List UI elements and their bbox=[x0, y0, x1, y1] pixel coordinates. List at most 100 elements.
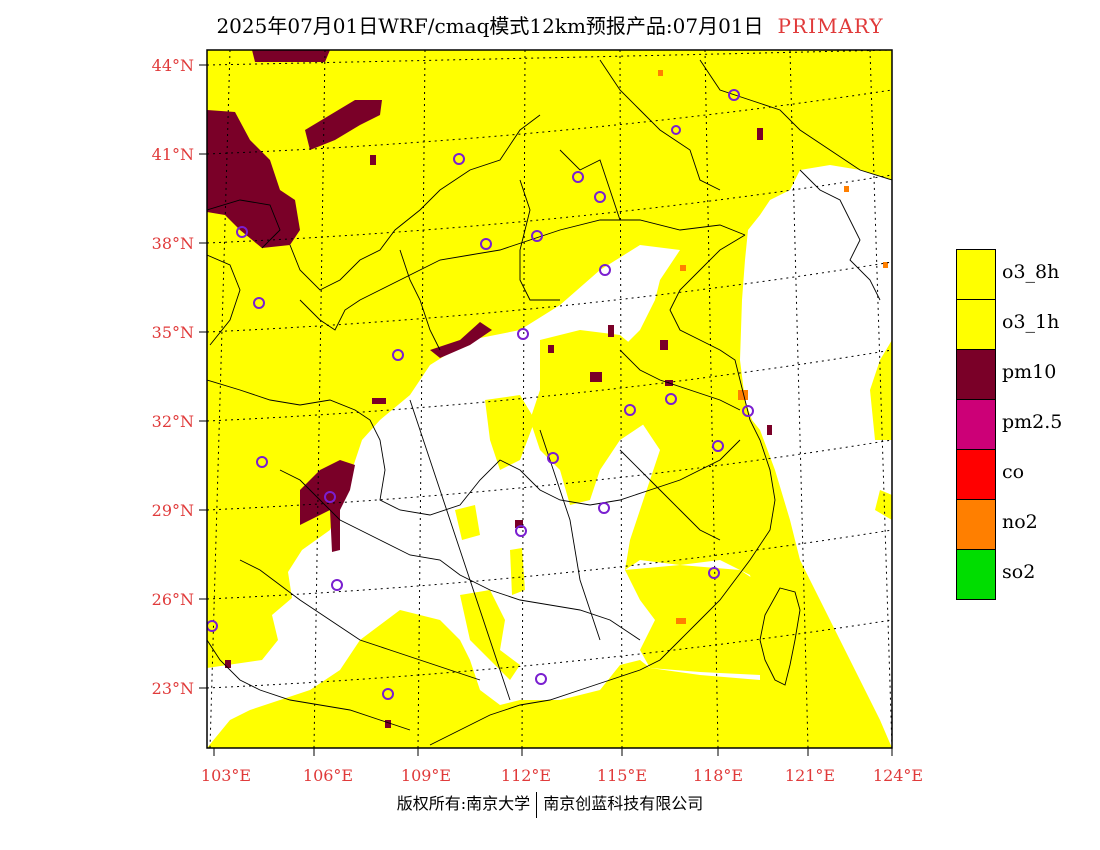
station-marker bbox=[598, 502, 610, 514]
station-marker bbox=[547, 452, 559, 464]
graticule bbox=[207, 50, 892, 748]
boundary-line bbox=[239, 559, 481, 681]
boundary-line bbox=[519, 179, 560, 301]
o3-patch-west bbox=[455, 505, 480, 540]
lat-line-29 bbox=[207, 439, 892, 511]
boundary-line bbox=[207, 379, 741, 516]
lat-label-29: 29°N bbox=[152, 501, 194, 520]
lat-line-38 bbox=[207, 174, 892, 244]
lat-line-32 bbox=[207, 349, 892, 422]
pm10-region-sichuan bbox=[300, 460, 355, 552]
lat-label-44: 44°N bbox=[152, 56, 194, 75]
station-marker bbox=[712, 440, 724, 452]
boundary-line bbox=[207, 254, 241, 346]
legend-swatch bbox=[956, 399, 996, 450]
lon-label-118: 118°E bbox=[693, 766, 743, 785]
o3-patch-south bbox=[625, 565, 770, 675]
legend-label: no2 bbox=[1002, 511, 1038, 533]
taiwan-outline bbox=[759, 587, 801, 686]
lat-line-41 bbox=[207, 89, 892, 155]
title-main: 2025年07月01日WRF/cmaq模式12km预报产品:07月01日 bbox=[216, 14, 764, 38]
legend-label: pm2.5 bbox=[1002, 411, 1063, 433]
pm10-spot bbox=[225, 660, 231, 668]
lat-line-23 bbox=[207, 619, 892, 689]
pm10-region-north bbox=[305, 100, 382, 150]
no2-spot bbox=[883, 262, 888, 268]
pm10-spot bbox=[370, 155, 376, 165]
station-marker bbox=[331, 579, 343, 591]
lat-label-38: 38°N bbox=[152, 234, 194, 253]
pm10-spot bbox=[608, 325, 614, 337]
station-marker bbox=[708, 567, 720, 579]
clean-region-east bbox=[740, 165, 892, 748]
station-marker bbox=[665, 393, 677, 405]
lon-line-106 bbox=[313, 50, 326, 748]
legend-label: co bbox=[1002, 461, 1025, 483]
pm10-region-central bbox=[430, 322, 492, 358]
lon-line-112 bbox=[521, 50, 526, 748]
footer-separator bbox=[536, 791, 538, 818]
lat-label-32: 32°N bbox=[152, 412, 194, 431]
lat-label-26: 26°N bbox=[152, 590, 194, 609]
lat-line-44 bbox=[207, 50, 892, 66]
station-marker bbox=[572, 171, 584, 183]
lat-label-41: 41°N bbox=[152, 145, 194, 164]
station-marker bbox=[392, 349, 404, 361]
map-fill-layer bbox=[207, 50, 892, 748]
o3-patch-mid bbox=[485, 395, 535, 470]
station-marker bbox=[624, 404, 636, 416]
no2-spot bbox=[676, 618, 686, 624]
pm10-spot bbox=[660, 340, 668, 350]
map-title: 2025年07月01日WRF/cmaq模式12km预报产品:07月01日 PRIM… bbox=[0, 10, 1100, 39]
no2-spot bbox=[844, 186, 849, 192]
legend-label: pm10 bbox=[1002, 361, 1057, 383]
station-marker bbox=[517, 328, 529, 340]
axis-ticks bbox=[199, 64, 893, 756]
lon-label-109: 109°E bbox=[401, 766, 451, 785]
o3-patch-central bbox=[530, 330, 660, 505]
station-marker bbox=[531, 230, 543, 242]
footer-left: 版权所有:南京大学 bbox=[396, 794, 531, 813]
station-marker bbox=[480, 238, 492, 250]
station-marker bbox=[671, 125, 681, 135]
no2-spot bbox=[738, 390, 748, 400]
boundary-line bbox=[289, 114, 541, 291]
boundary-line bbox=[279, 469, 641, 641]
lon-line-115 bbox=[619, 50, 623, 748]
clean-region bbox=[207, 245, 760, 748]
lon-label-106: 106°E bbox=[303, 766, 353, 785]
station-marker bbox=[382, 688, 394, 700]
boundary-line bbox=[429, 234, 776, 746]
lon-label-103: 103°E bbox=[201, 766, 251, 785]
lon-line-109 bbox=[417, 50, 426, 748]
lon-line-103 bbox=[209, 50, 231, 748]
no2-spot bbox=[680, 265, 686, 271]
lon-label-115: 115°E bbox=[597, 766, 647, 785]
legend-label: o3_1h bbox=[1002, 311, 1060, 333]
lon-line-124 bbox=[869, 50, 892, 748]
lat-line-35 bbox=[207, 261, 892, 333]
station-marker bbox=[599, 264, 611, 276]
lat-label-23: 23°N bbox=[152, 679, 194, 698]
pm10-spot bbox=[372, 398, 386, 404]
pm10-spot bbox=[757, 128, 763, 140]
boundary-line bbox=[207, 199, 281, 249]
boundary-line bbox=[699, 59, 892, 181]
lon-label-124: 124°E bbox=[873, 766, 923, 785]
station-marker bbox=[256, 456, 268, 468]
o3-patch-small bbox=[510, 548, 525, 595]
boundaries bbox=[207, 59, 892, 746]
stations bbox=[207, 89, 754, 700]
boundary-line bbox=[559, 149, 621, 221]
station-marker bbox=[207, 620, 218, 632]
o3-patch-southwest bbox=[460, 590, 520, 680]
no2-spot bbox=[658, 70, 663, 76]
boundary-line bbox=[539, 429, 601, 641]
legend-label: so2 bbox=[1002, 561, 1036, 583]
station-marker bbox=[253, 297, 265, 309]
lon-label-112: 112°E bbox=[501, 766, 551, 785]
lat-label-35: 35°N bbox=[152, 323, 194, 342]
legend-swatch bbox=[956, 549, 996, 600]
pm10-spot bbox=[515, 520, 523, 528]
